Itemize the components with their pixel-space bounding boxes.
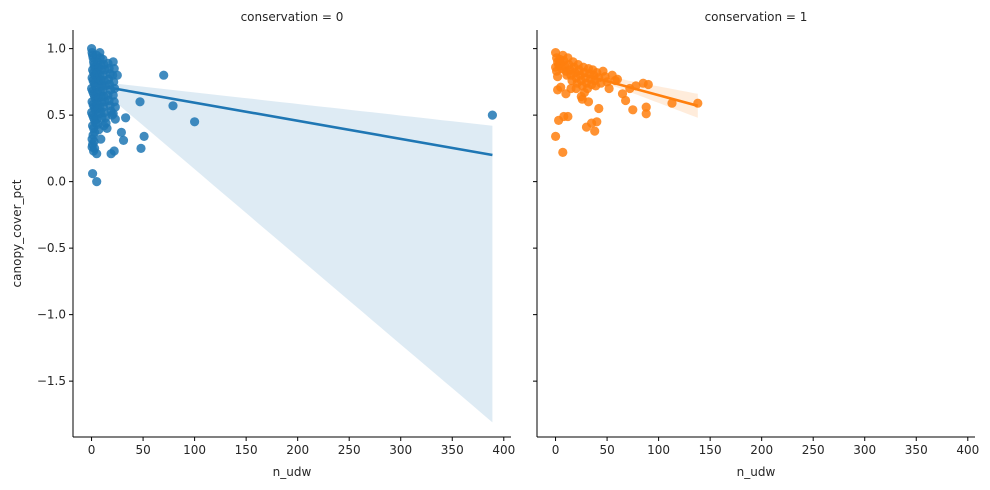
scatter-point [577, 94, 587, 104]
regression-line [91, 83, 493, 157]
scatter-point [135, 97, 145, 107]
axes: 0 50 100 150 200 250 300 350 400 [533, 30, 979, 457]
regression-line [555, 65, 699, 108]
x-tick-label: 300 [853, 443, 876, 457]
scatter-point [136, 143, 146, 153]
scatter-point [551, 131, 561, 141]
x-tick-label: 150 [699, 443, 722, 457]
x-tick-label: 150 [235, 443, 258, 457]
scatter-point [159, 70, 169, 80]
scatter-point [96, 134, 106, 144]
scatter-point [612, 74, 623, 84]
x-tick-label: 200 [286, 443, 309, 457]
scatter-point [604, 83, 614, 94]
confidence-band [91, 75, 493, 423]
scatter-point [121, 113, 131, 123]
scatter-point [110, 114, 120, 124]
panel-title: conservation = 1 [705, 10, 808, 24]
x-tick-label: 350 [441, 443, 464, 457]
scatter-point [92, 177, 102, 187]
scatter-point [558, 147, 568, 157]
scatter-point [563, 111, 573, 122]
x-tick-label: 350 [905, 443, 928, 457]
axes: 0 50 100 150 200 250 300 350 400 −1.5 −1.0 −0.5 0.0 0… [37, 30, 515, 457]
x-tick-label: 200 [750, 443, 773, 457]
confidence-interval-band [91, 75, 493, 423]
scatter-point [556, 82, 566, 92]
scatter-point [116, 127, 126, 137]
x-tick-label: 50 [599, 443, 614, 457]
scatter-point [590, 126, 600, 136]
scatter-point [621, 95, 631, 106]
scatter-point [88, 169, 98, 179]
x-tick-label: 250 [802, 443, 825, 457]
y-tick-label: 1.0 [47, 42, 66, 56]
regression-line-group [555, 65, 699, 108]
scatter-point [112, 70, 122, 80]
x-tick-label: 50 [135, 443, 150, 457]
panel-conservation-1: 0 50 100 150 200 250 300 350 400 conservation = … [533, 10, 979, 479]
y-tick-label: 0.5 [47, 108, 66, 122]
scatter-point [92, 149, 102, 159]
scatter-point [667, 98, 677, 108]
x-axis-label: n_udw [273, 465, 312, 479]
x-tick-label: 400 [956, 443, 979, 457]
scatter-point [139, 131, 149, 141]
scatter-point [487, 110, 497, 120]
x-axis-label: n_udw [737, 465, 776, 479]
scatter-point [571, 83, 581, 94]
scatter-point [643, 79, 653, 90]
x-tick-label: 300 [389, 443, 412, 457]
scatter-point [641, 102, 651, 112]
data-points [87, 44, 497, 187]
x-tick-label: 400 [492, 443, 515, 457]
panel-conservation-0: 0 50 100 150 200 250 300 350 400 −1.5 −1.0 −0.5 0.0 0… [10, 10, 515, 479]
y-tick-label: 0.0 [47, 175, 66, 189]
regression-line-group [91, 83, 493, 157]
scatter-point [553, 72, 563, 82]
panel-title: conservation = 0 [241, 10, 344, 24]
y-tick-label: −1.5 [37, 374, 66, 388]
x-tick-label: 0 [552, 443, 560, 457]
scatter-point [628, 105, 638, 115]
scatter-point [592, 117, 602, 127]
x-tick-label: 100 [183, 443, 206, 457]
scatter-point [594, 103, 604, 114]
scatter-point [693, 98, 703, 108]
x-tick-label: 250 [338, 443, 361, 457]
scatter-point [109, 146, 119, 156]
scatter-point [561, 89, 571, 99]
scatter-point [118, 135, 129, 145]
scatter-point [641, 109, 651, 119]
scatter-point [168, 101, 178, 111]
x-tick-label: 100 [647, 443, 670, 457]
y-tick-label: −0.5 [37, 241, 66, 255]
y-axis-label: canopy_cover_pct [10, 179, 24, 287]
scatter-point [190, 117, 200, 127]
x-tick-label: 0 [88, 443, 96, 457]
y-tick-label: −1.0 [37, 308, 66, 322]
scatter-point [99, 121, 109, 131]
